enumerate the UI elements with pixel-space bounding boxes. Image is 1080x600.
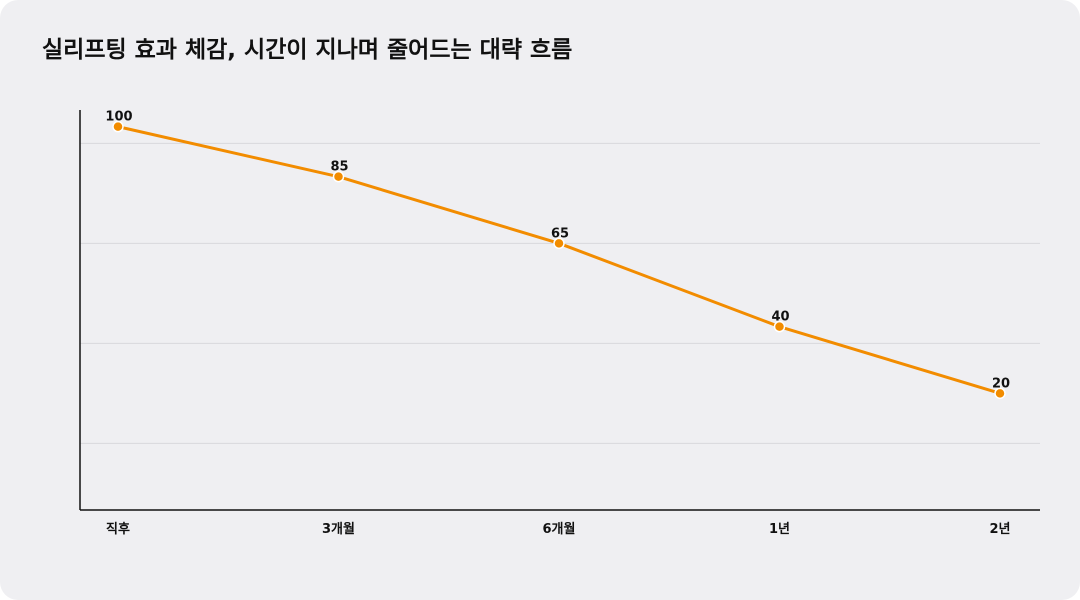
data-point-1 xyxy=(332,170,345,183)
data-label-1: 85 xyxy=(330,160,348,175)
x-tick-label-3: 1년 xyxy=(769,522,790,537)
x-tick-label-1: 3개월 xyxy=(322,521,355,537)
data-point-2 xyxy=(553,237,565,250)
data-label-0: 100 xyxy=(105,110,132,125)
series-line-0 xyxy=(116,125,1002,395)
data-label-4: 20 xyxy=(992,376,1010,391)
x-tick-label-0: 직후 xyxy=(106,521,130,537)
data-label-2: 65 xyxy=(551,226,569,241)
data-point-4 xyxy=(994,387,1006,400)
data-point-3 xyxy=(773,320,786,333)
x-tick-label-4: 2년 xyxy=(989,522,1010,537)
data-point-0 xyxy=(112,120,124,133)
x-tick-label-2: 6개월 xyxy=(543,521,576,537)
chart-title: 실리프팅 효과 체감, 시간이 지나며 줄어드는 대략 흐름 xyxy=(42,37,573,63)
data-label-3: 40 xyxy=(771,310,789,325)
